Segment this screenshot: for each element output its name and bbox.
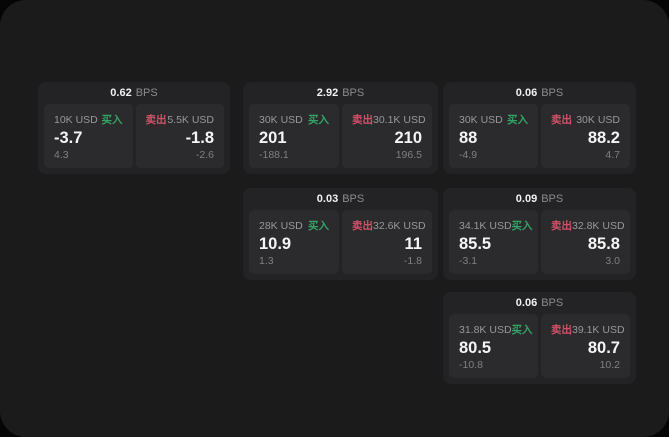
sell-label: 卖出	[551, 114, 572, 126]
bps-unit: BPS	[541, 87, 564, 99]
bps-value: 0.06	[515, 297, 538, 309]
bps-value: 0.03	[316, 193, 339, 205]
spread-card: 0.06 BPS 30K USD 买入 88 -4.9 卖出 30K USD	[443, 82, 636, 174]
bps-value: 2.92	[316, 87, 339, 99]
sell-panel[interactable]: 卖出 39.1K USD 80.7 10.2	[541, 314, 630, 378]
sell-panel[interactable]: 卖出 30K USD 88.2 4.7	[541, 104, 630, 168]
buy-panel[interactable]: 28K USD 买入 10.9 1.3	[249, 210, 339, 274]
buy-panel[interactable]: 30K USD 买入 201 -188.1	[249, 104, 339, 168]
bps-value: 0.06	[515, 87, 538, 99]
buy-price: 80.5	[459, 339, 492, 358]
sell-delta: 4.7	[605, 149, 620, 161]
sell-amount: 32.6K USD	[373, 219, 426, 232]
buy-delta: -188.1	[259, 149, 289, 161]
sell-price: 88.2	[587, 129, 620, 148]
sell-panel[interactable]: 卖出 32.8K USD 85.8 3.0	[541, 210, 630, 274]
sell-amount: 30K USD	[576, 113, 620, 126]
bps-unit: BPS	[342, 87, 365, 99]
bps-header: 0.06 BPS	[449, 292, 630, 314]
spread-card: 0.62 BPS 10K USD 买入 -3.7 4.3 卖出 5.5K USD	[38, 82, 230, 174]
buy-amount: 34.1K USD	[459, 219, 512, 232]
bps-header: 0.62 BPS	[44, 82, 224, 104]
sell-delta: -2.6	[195, 149, 214, 161]
sell-amount: 39.1K USD	[572, 323, 625, 336]
sell-amount: 32.8K USD	[572, 219, 625, 232]
sell-label: 卖出	[145, 114, 167, 126]
bps-unit: BPS	[541, 297, 564, 309]
bps-header: 0.03 BPS	[249, 188, 432, 210]
buy-delta: -10.8	[459, 359, 483, 371]
bps-unit: BPS	[342, 193, 365, 205]
buy-label: 买入	[511, 220, 533, 232]
spread-card: 0.06 BPS 31.8K USD 买入 80.5 -10.8 卖出 39.1…	[443, 292, 636, 384]
buy-price: -3.7	[54, 129, 83, 148]
sell-price: 85.8	[587, 235, 620, 254]
buy-price: 85.5	[459, 235, 492, 254]
buy-panel[interactable]: 30K USD 买入 88 -4.9	[449, 104, 538, 168]
bps-header: 0.06 BPS	[449, 82, 630, 104]
sell-delta: 3.0	[605, 255, 620, 267]
buy-amount: 28K USD	[259, 219, 303, 232]
buy-label: 买入	[507, 114, 528, 126]
sell-delta: -1.8	[403, 255, 422, 267]
spread-card: 0.09 BPS 34.1K USD 买入 85.5 -3.1 卖出 32.8K…	[443, 188, 636, 280]
buy-label: 买入	[308, 220, 329, 232]
bps-header: 2.92 BPS	[249, 82, 432, 104]
buy-amount: 30K USD	[259, 113, 303, 126]
sell-price: 210	[394, 129, 422, 148]
sell-label: 卖出	[551, 324, 572, 336]
buy-panel[interactable]: 34.1K USD 买入 85.5 -3.1	[449, 210, 538, 274]
buy-label: 买入	[101, 114, 123, 126]
buy-price: 88	[459, 129, 478, 148]
bps-unit: BPS	[541, 193, 564, 205]
buy-delta: 4.3	[54, 149, 69, 161]
bps-value: 0.62	[110, 87, 132, 99]
sell-amount: 5.5K USD	[167, 113, 214, 126]
bps-header: 0.09 BPS	[449, 188, 630, 210]
buy-panel[interactable]: 10K USD 买入 -3.7 4.3	[44, 104, 133, 168]
sell-panel[interactable]: 卖出 5.5K USD -1.8 -2.6	[135, 104, 224, 168]
buy-delta: 1.3	[259, 255, 274, 267]
sell-panel[interactable]: 卖出 30.1K USD 210 196.5	[342, 104, 432, 168]
buy-label: 买入	[511, 324, 533, 336]
buy-label: 买入	[308, 114, 329, 126]
buy-amount: 10K USD	[54, 113, 98, 126]
buy-amount: 30K USD	[459, 113, 503, 126]
sell-panel[interactable]: 卖出 32.6K USD 11 -1.8	[342, 210, 432, 274]
buy-amount: 31.8K USD	[459, 323, 512, 336]
spread-card: 2.92 BPS 30K USD 买入 201 -188.1 卖出 30.1K …	[243, 82, 438, 174]
spread-card: 0.03 BPS 28K USD 买入 10.9 1.3 卖出 32.6K US…	[243, 188, 438, 280]
sell-label: 卖出	[352, 220, 373, 232]
sell-amount: 30.1K USD	[373, 113, 426, 126]
sell-price: 11	[404, 235, 422, 254]
sell-price: 80.7	[587, 339, 620, 358]
sell-label: 卖出	[551, 220, 572, 232]
bps-unit: BPS	[135, 87, 158, 99]
sell-label: 卖出	[352, 114, 373, 126]
sell-delta: 196.5	[395, 149, 422, 161]
buy-panel[interactable]: 31.8K USD 买入 80.5 -10.8	[449, 314, 538, 378]
bps-value: 0.09	[515, 193, 538, 205]
buy-price: 201	[259, 129, 287, 148]
sell-delta: 10.2	[599, 359, 620, 371]
buy-delta: -3.1	[459, 255, 478, 267]
buy-price: 10.9	[259, 235, 292, 254]
buy-delta: -4.9	[459, 149, 478, 161]
sell-price: -1.8	[185, 129, 214, 148]
